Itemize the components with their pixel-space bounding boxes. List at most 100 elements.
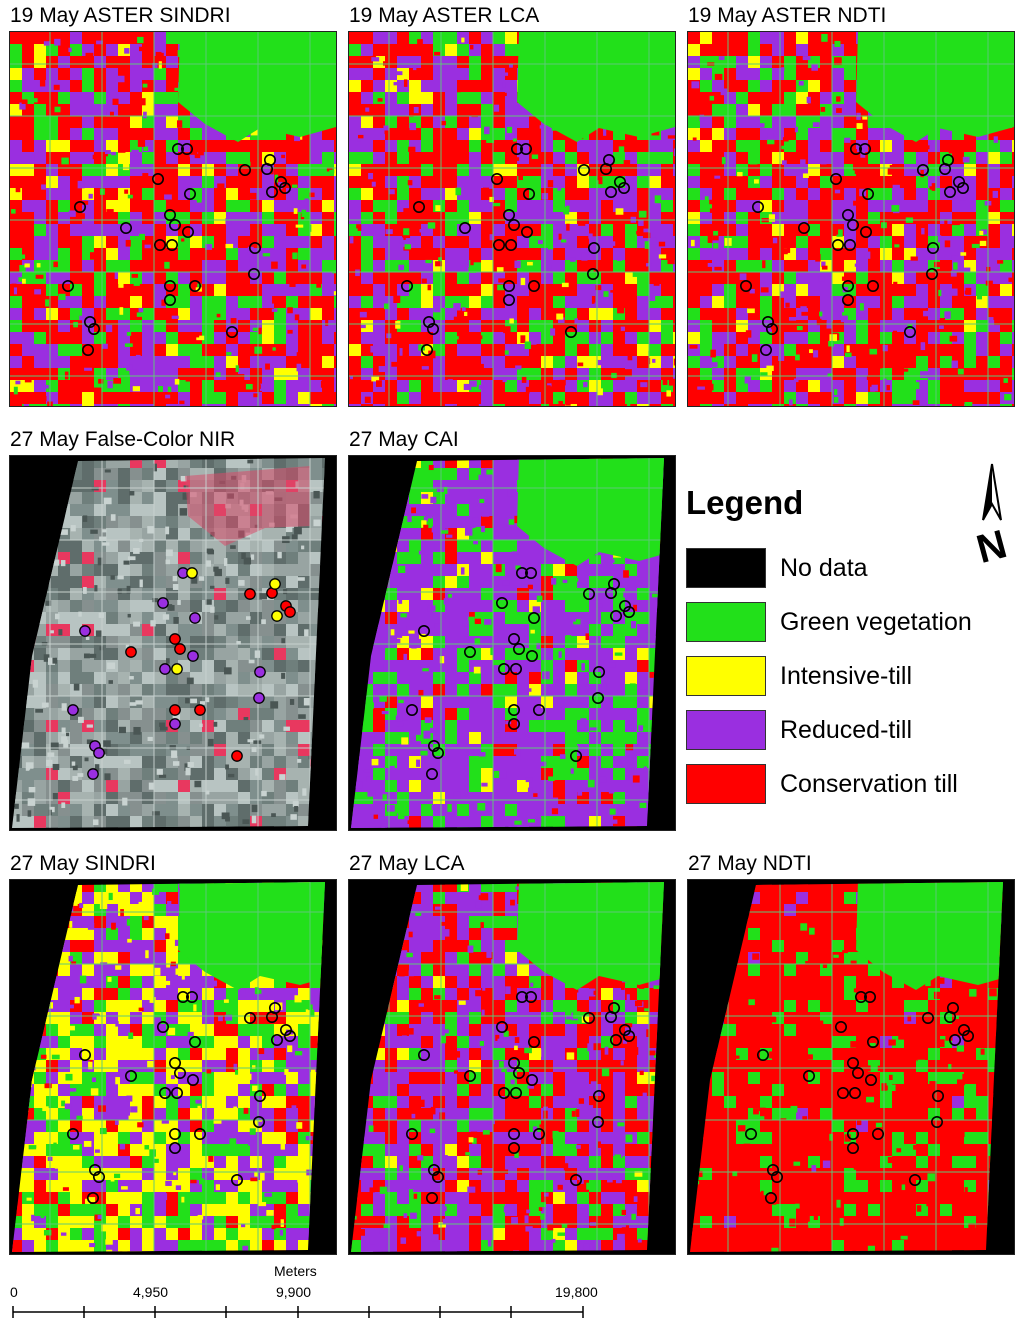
sample-point	[739, 280, 752, 293]
sample-point	[405, 1128, 418, 1141]
sample-point	[164, 209, 177, 222]
sample-point	[174, 643, 186, 655]
sample-point	[588, 242, 601, 255]
sample-point	[187, 650, 199, 662]
sample-point	[189, 1036, 202, 1049]
sample-point	[867, 280, 880, 293]
sample-point	[120, 222, 133, 235]
legend-title: Legend	[686, 484, 804, 521]
sample-point	[503, 280, 516, 293]
sample-point	[169, 633, 181, 645]
sample-point	[194, 704, 206, 716]
sample-point	[87, 768, 99, 780]
sample-point	[516, 567, 529, 580]
sample-point	[533, 704, 546, 717]
sample-point	[842, 209, 855, 222]
sample-point	[432, 746, 445, 759]
sample-point	[93, 747, 105, 759]
legend-label-intensive-till: Intensive-till	[780, 662, 912, 690]
sample-point	[226, 325, 239, 338]
sample-point	[496, 1021, 509, 1034]
sample-point	[952, 176, 965, 189]
sample-point	[432, 1170, 445, 1183]
sample-point	[169, 718, 181, 730]
map-aster-lca	[348, 31, 676, 407]
map-canvas	[349, 32, 675, 406]
sample-point	[607, 578, 620, 591]
sample-point	[583, 1012, 596, 1025]
scale-label-9900: 9,900	[276, 1284, 312, 1300]
sample-point	[872, 1128, 885, 1141]
sample-point	[932, 1090, 945, 1103]
panel-title-cai: 27 May CAI	[349, 428, 459, 451]
sample-point	[79, 1049, 92, 1062]
sample-point	[528, 280, 541, 293]
sample-point	[765, 1191, 778, 1204]
sample-point	[421, 343, 434, 356]
sample-point	[169, 704, 181, 716]
sample-point	[904, 325, 917, 338]
sample-point	[74, 201, 87, 214]
sample-point	[189, 612, 201, 624]
sample-point	[428, 739, 441, 752]
sample-point	[182, 226, 195, 239]
sample-point	[87, 1191, 100, 1204]
sample-point	[528, 1036, 541, 1049]
sample-point	[618, 1024, 631, 1037]
sample-point	[271, 610, 283, 622]
sample-point	[79, 625, 91, 637]
sample-point	[239, 164, 252, 177]
sample-point	[510, 663, 523, 676]
map-canvas	[10, 456, 336, 830]
sample-point	[767, 1163, 780, 1176]
sample-point	[278, 182, 291, 195]
sample-point	[264, 154, 277, 167]
sample-point	[265, 186, 278, 199]
sample-point	[249, 242, 262, 255]
sample-point	[184, 188, 197, 201]
sample-point	[459, 222, 472, 235]
sample-point	[847, 1057, 860, 1070]
sample-point	[855, 991, 868, 1004]
sample-point	[798, 222, 811, 235]
panel-title-lca: 27 May LCA	[349, 852, 465, 875]
sample-point	[231, 750, 243, 762]
sample-point	[157, 1021, 170, 1034]
panel-title-sindri: 27 May SINDRI	[10, 852, 156, 875]
sample-point	[520, 143, 533, 156]
sample-point	[521, 226, 534, 239]
sample-point	[757, 1049, 770, 1062]
sample-point	[565, 325, 578, 338]
sample-point	[125, 646, 137, 658]
sample-point	[491, 173, 504, 186]
sample-point	[917, 164, 930, 177]
sample-point	[622, 606, 635, 619]
legend-label-conservation-till: Conservation till	[780, 770, 958, 798]
sample-point	[496, 597, 509, 610]
legend-label-no-data: No data	[780, 554, 868, 582]
sample-point	[164, 293, 177, 306]
panel-title-aster-ndti: 19 May ASTER NDTI	[688, 4, 887, 27]
sample-point	[926, 268, 939, 281]
sample-point	[583, 588, 596, 601]
sample-point	[426, 767, 439, 780]
sample-point	[516, 991, 529, 1004]
legend-label-green-vegetation: Green vegetation	[780, 608, 972, 636]
sample-point	[164, 280, 177, 293]
scale-label-0: 0	[10, 1284, 18, 1300]
sample-point	[171, 663, 183, 675]
sample-point	[428, 1163, 441, 1176]
sample-point	[166, 239, 179, 252]
sample-point	[847, 1141, 860, 1154]
sample-point	[154, 239, 167, 252]
sample-point	[592, 692, 605, 705]
sample-point	[172, 143, 185, 156]
sample-point	[604, 186, 617, 199]
scale-label-19800: 19,800	[555, 1284, 598, 1300]
sample-point	[498, 1087, 511, 1100]
sample-point	[508, 1128, 521, 1141]
sample-point	[957, 1024, 970, 1037]
map-canvas	[10, 32, 336, 406]
sample-point	[513, 643, 526, 656]
sample-point	[849, 1087, 862, 1100]
